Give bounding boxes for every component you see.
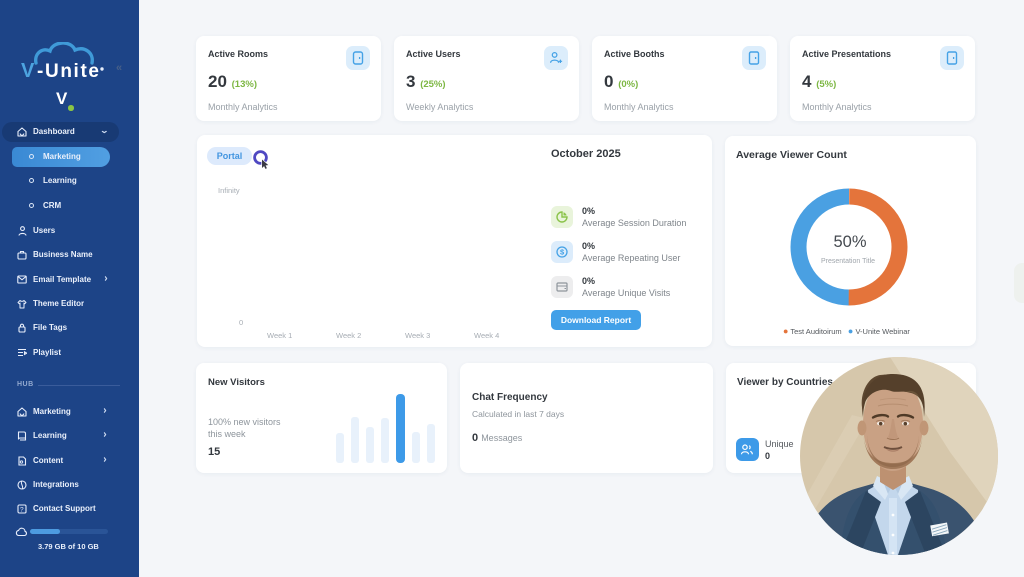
svg-text:V: V — [21, 60, 35, 82]
svg-text:?: ? — [20, 506, 24, 513]
svg-text:$: $ — [560, 248, 565, 257]
svg-text:-Unite: -Unite — [37, 61, 99, 82]
